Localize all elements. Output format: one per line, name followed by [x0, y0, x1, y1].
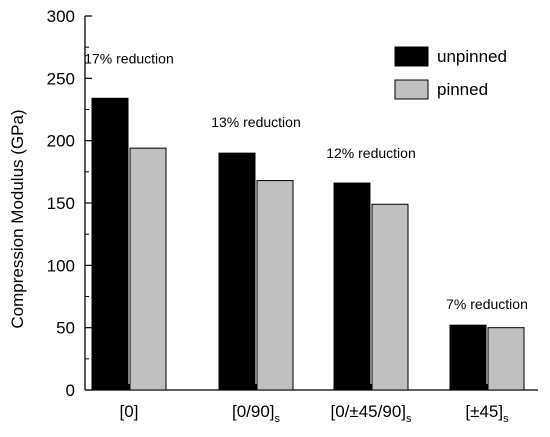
x-tick-label: [0/90]s	[232, 402, 281, 425]
y-tick-label: 300	[47, 7, 75, 26]
y-tick-label: 50	[56, 319, 75, 338]
y-tick-label: 250	[47, 69, 75, 88]
legend-swatch-pinned	[394, 79, 429, 100]
bar-pinned-2	[371, 203, 409, 391]
legend: unpinned pinned	[394, 46, 507, 100]
x-tick-label-sub: s	[275, 413, 281, 425]
y-tick-label: 0	[66, 381, 75, 400]
x-tick-label-sub: s	[503, 413, 509, 425]
annotations: 17% reduction 13% reduction 12% reduction 7…	[84, 50, 528, 312]
bar-unpinned-1	[218, 152, 256, 391]
reduction-annotation: 17% reduction	[84, 50, 174, 66]
bar-pinned-3	[487, 327, 525, 391]
x-tick-label-main: [±45]	[465, 402, 503, 421]
x-tick-label-main: [0/90]	[232, 402, 275, 421]
bar-pinned-1	[256, 180, 294, 391]
reduction-annotation: 13% reduction	[211, 114, 301, 130]
reduction-annotation: 7% reduction	[446, 296, 528, 312]
y-tick-label: 200	[47, 132, 75, 151]
y-axis: 0 50 100 150 200 250 300	[47, 7, 92, 400]
x-tick-label: [0/±45/90]s	[331, 402, 413, 425]
bars	[91, 97, 525, 391]
bar-unpinned-0	[91, 97, 129, 391]
x-tick-label-sub: s	[406, 413, 412, 425]
bar-pinned-0	[129, 147, 167, 391]
x-tick-label-main: [0/±45/90]	[331, 402, 407, 421]
legend-label: unpinned	[437, 47, 507, 66]
y-tick-label: 100	[47, 256, 75, 275]
x-tick-label: [±45]s	[465, 402, 509, 425]
x-tick-label-main: [0]	[120, 402, 139, 421]
bar-unpinned-3	[449, 324, 487, 391]
bar-unpinned-2	[333, 182, 371, 391]
reduction-annotation: 12% reduction	[326, 145, 416, 161]
legend-swatch-unpinned	[394, 46, 429, 67]
legend-label: pinned	[437, 80, 488, 99]
x-tick-label: [0]	[120, 402, 139, 421]
y-tick-label: 150	[47, 194, 75, 213]
x-axis: [0] [0/90]s [0/±45/90]s [±45]s	[120, 384, 509, 425]
y-axis-title: Compression Modulus (GPa)	[8, 109, 27, 328]
